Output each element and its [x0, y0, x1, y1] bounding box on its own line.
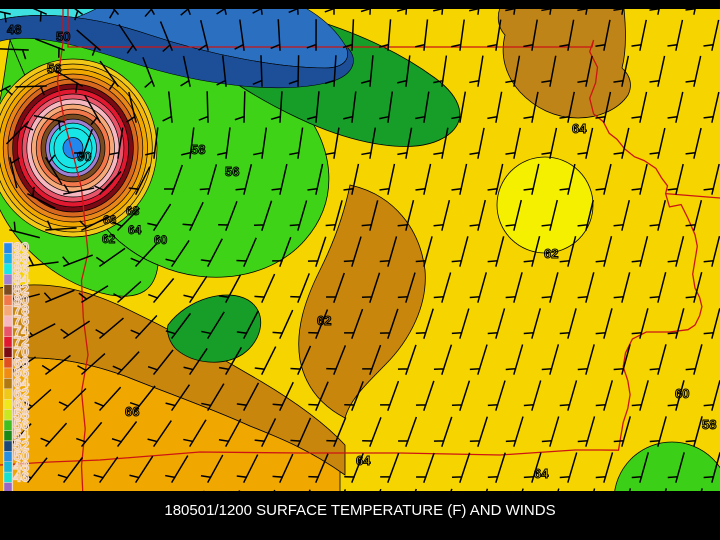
svg-text:58: 58 [191, 142, 205, 157]
svg-text:62: 62 [317, 313, 331, 328]
svg-text:50: 50 [56, 29, 70, 44]
svg-text:60: 60 [154, 233, 168, 247]
svg-text:48: 48 [7, 22, 21, 37]
svg-text:180501/1200 SURFACE TEMPERATUR: 180501/1200 SURFACE TEMPERATURE (F) AND … [164, 502, 555, 519]
svg-text:56: 56 [47, 61, 61, 76]
svg-text:90: 90 [77, 149, 91, 164]
svg-text:58: 58 [702, 417, 716, 432]
svg-text:62: 62 [102, 232, 116, 246]
svg-text:64: 64 [572, 121, 587, 136]
svg-text:56: 56 [225, 164, 239, 179]
svg-text:60: 60 [675, 386, 689, 401]
svg-text:66: 66 [125, 404, 139, 419]
svg-text:64: 64 [128, 223, 142, 237]
svg-text:66: 66 [103, 213, 117, 227]
svg-text:68: 68 [126, 204, 140, 218]
svg-text:64: 64 [534, 466, 549, 481]
svg-text:46: 46 [14, 468, 30, 484]
svg-text:62: 62 [544, 246, 558, 261]
svg-text:64: 64 [356, 453, 371, 468]
